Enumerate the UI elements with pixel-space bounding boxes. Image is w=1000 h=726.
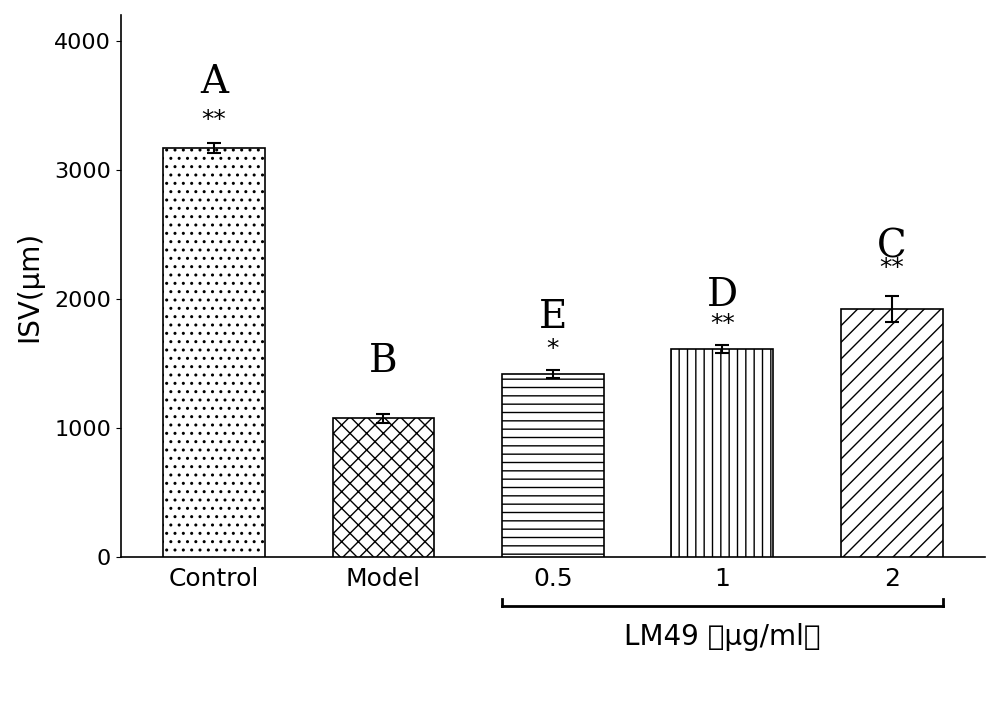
- Text: **: **: [710, 312, 735, 336]
- Bar: [163, 148, 265, 557]
- Text: D: D: [707, 277, 738, 314]
- Bar: [841, 309, 943, 557]
- Text: LM49 （μg/ml）: LM49 （μg/ml）: [624, 623, 821, 650]
- Text: **: **: [202, 108, 226, 132]
- Text: C: C: [877, 229, 907, 266]
- Text: E: E: [539, 299, 567, 336]
- Bar: [333, 418, 434, 557]
- Text: B: B: [369, 343, 398, 380]
- Text: A: A: [200, 65, 228, 102]
- Bar: [671, 349, 773, 557]
- Bar: [502, 374, 604, 557]
- Text: *: *: [547, 337, 559, 361]
- Text: **: **: [879, 256, 904, 280]
- Y-axis label: ISV(μm): ISV(μm): [15, 230, 43, 341]
